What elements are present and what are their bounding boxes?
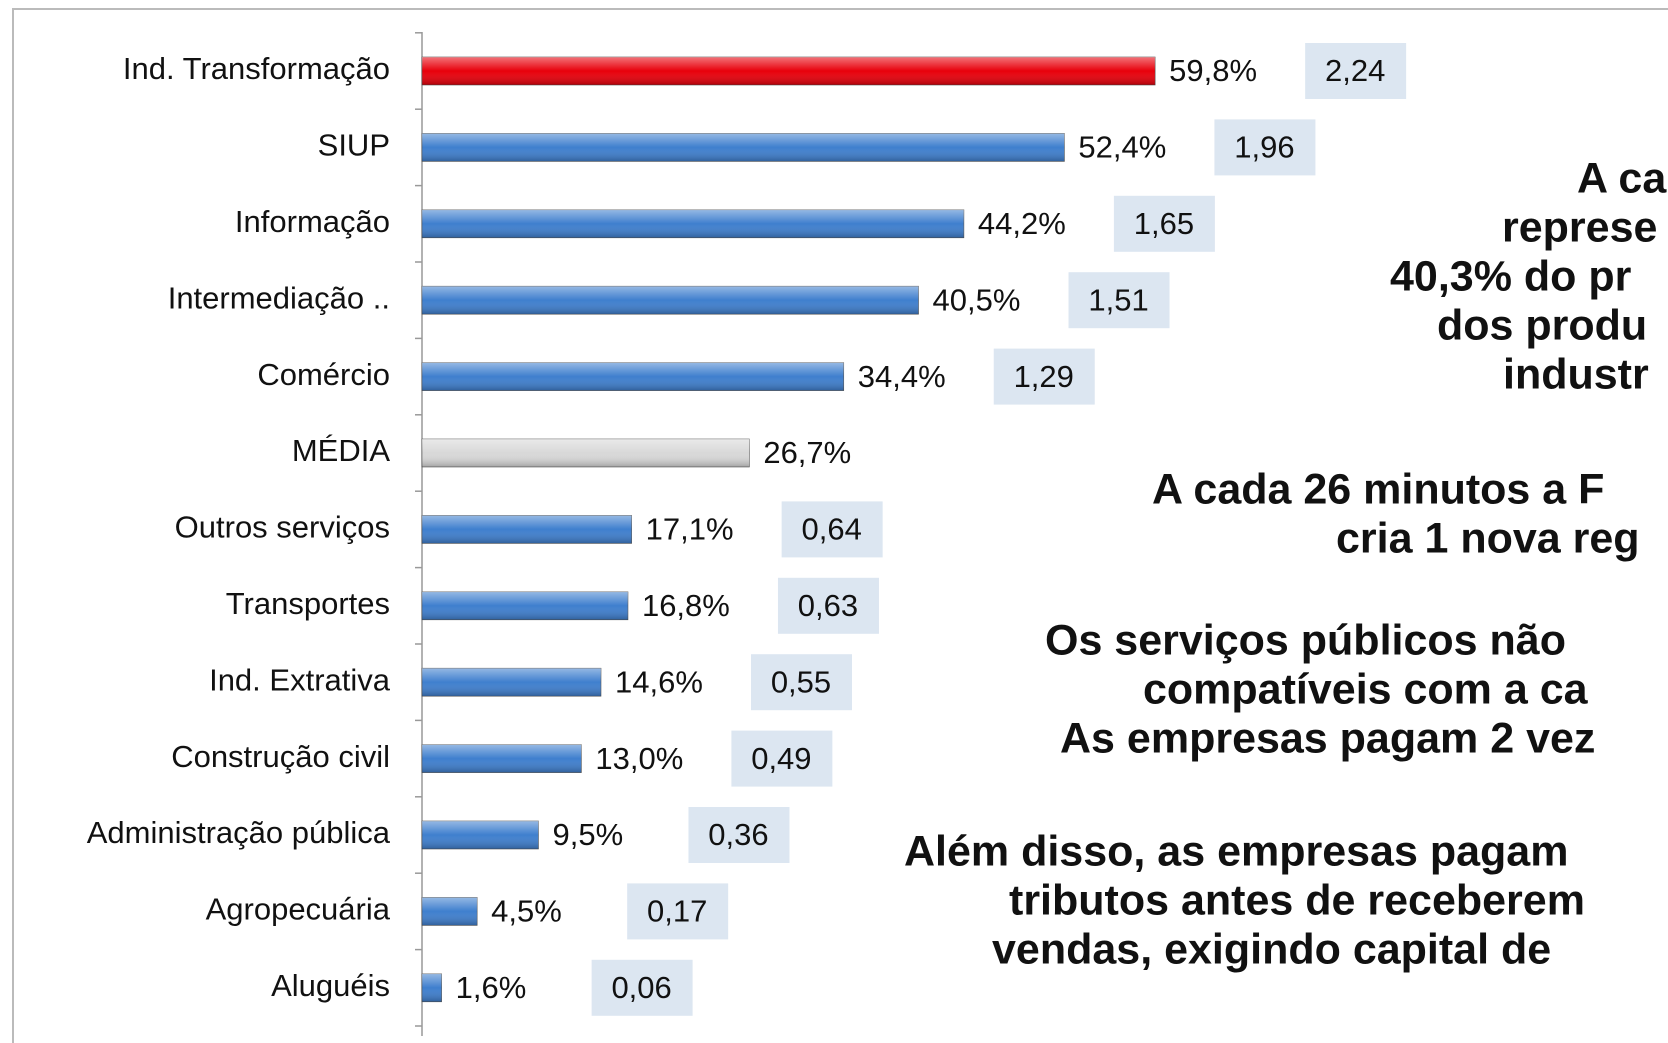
ratio-label: 0,36	[708, 817, 768, 852]
ratio-box	[993, 348, 1095, 405]
ratio-label: 1,29	[1014, 359, 1074, 394]
value-label: 34,4%	[858, 359, 946, 394]
category-label: Construção civil	[171, 739, 390, 774]
value-label: 1,6%	[456, 970, 527, 1005]
side-text: Os serviços públicos não	[1045, 616, 1566, 664]
ratio-box	[777, 577, 879, 634]
ratio-box	[627, 883, 729, 940]
side-text: dos produ	[1437, 301, 1647, 349]
side-text: tributos antes de receberem	[1009, 876, 1585, 924]
ratio-box	[731, 730, 833, 787]
bar-shade	[422, 286, 919, 315]
ratio-label: 0,06	[611, 970, 671, 1005]
category-label: Comércio	[257, 357, 390, 392]
bar-shade	[422, 133, 1065, 162]
value-label: 40,5%	[933, 282, 1021, 317]
ratio-label: 1,51	[1088, 282, 1148, 317]
category-label: Agropecuária	[206, 892, 391, 927]
side-text: compatíveis com a ca	[1143, 665, 1589, 713]
ratio-label: 1,96	[1234, 130, 1294, 165]
ratio-label: 0,17	[647, 894, 707, 929]
bar-shade	[422, 57, 1156, 85]
bar-shade	[422, 515, 632, 544]
value-label: 16,8%	[642, 588, 730, 623]
chart-frame	[12, 8, 1668, 1043]
ratio-label: 0,55	[771, 664, 831, 699]
ratio-box	[750, 654, 852, 711]
ratio-box	[781, 501, 883, 558]
value-label: 14,6%	[615, 664, 703, 699]
ratio-label: 0,64	[801, 512, 861, 547]
value-label: 13,0%	[595, 741, 683, 776]
ratio-label: 1,65	[1134, 206, 1194, 241]
ratio-box	[1305, 43, 1407, 99]
value-label: 26,7%	[763, 435, 851, 470]
ratio-box	[1068, 272, 1170, 329]
ratio-label: 0,49	[751, 741, 811, 776]
category-label: SIUP	[318, 128, 390, 163]
category-label: Informação	[235, 204, 390, 239]
value-label: 9,5%	[552, 817, 623, 852]
value-label: 52,4%	[1078, 130, 1166, 165]
ratio-box	[688, 807, 790, 863]
side-text: vendas, exigindo capital de	[992, 925, 1551, 973]
value-label: 44,2%	[978, 206, 1066, 241]
category-label: Outros serviços	[175, 510, 390, 545]
side-text: 40,3% do pr	[1390, 252, 1632, 300]
ratio-box	[1113, 195, 1215, 252]
side-text: industr	[1503, 350, 1649, 398]
bar-shade	[422, 744, 582, 773]
category-label: MÉDIA	[292, 433, 391, 468]
category-label: Ind. Extrativa	[209, 662, 391, 697]
category-label: Intermediação ..	[168, 280, 390, 315]
ratio-label: 2,24	[1325, 53, 1385, 88]
category-label: Administração pública	[87, 815, 391, 850]
category-label: Transportes	[226, 586, 390, 621]
bar-shade	[422, 209, 964, 238]
side-text: A ca	[1577, 154, 1667, 202]
value-label: 59,8%	[1169, 53, 1257, 88]
category-label: Ind. Transformação	[123, 51, 390, 86]
side-text: Além disso, as empresas pagam	[904, 827, 1568, 875]
bar-shade	[422, 439, 750, 467]
side-text: A cada 26 minutos a F	[1152, 465, 1604, 513]
value-label: 4,5%	[491, 894, 562, 929]
ratio-box	[591, 959, 693, 1016]
side-text: represe	[1502, 203, 1657, 251]
value-label: 17,1%	[646, 512, 734, 547]
bar-shade	[422, 973, 442, 1002]
side-text: As empresas pagam 2 vez	[1060, 714, 1595, 762]
ratio-box	[1214, 119, 1316, 176]
bar-shade	[422, 591, 628, 620]
side-text: cria 1 nova reg	[1336, 514, 1640, 562]
bar-shade	[422, 362, 844, 391]
category-label: Aluguéis	[271, 968, 390, 1003]
bar-shade	[422, 668, 601, 697]
ratio-label: 0,63	[798, 588, 858, 623]
bar-shade	[422, 821, 539, 849]
bar-shade	[422, 897, 478, 926]
